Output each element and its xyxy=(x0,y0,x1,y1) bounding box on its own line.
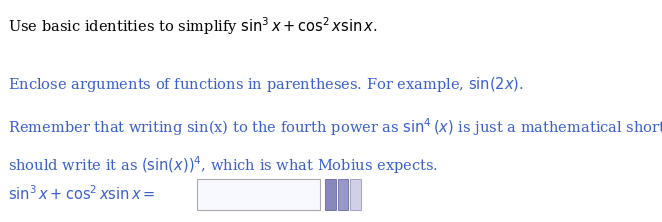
Text: Enclose arguments of functions in parentheses. For example, $\sin (2x)$.: Enclose arguments of functions in parent… xyxy=(8,75,524,95)
Text: Use basic identities to simplify $\sin^3 x + \cos^2 x \sin x$.: Use basic identities to simplify $\sin^3… xyxy=(8,16,378,37)
Text: Remember that writing sin(x) to the fourth power as $\sin^4 (x)$ is just a mathe: Remember that writing sin(x) to the four… xyxy=(8,117,662,138)
FancyBboxPatch shape xyxy=(325,179,336,210)
FancyBboxPatch shape xyxy=(338,179,348,210)
Text: $\sin^3 x + \cos^2 x \sin x =$: $\sin^3 x + \cos^2 x \sin x =$ xyxy=(8,184,155,203)
FancyBboxPatch shape xyxy=(350,179,361,210)
Text: should write it as $(\sin (x))^4$, which is what Mobius expects.: should write it as $(\sin (x))^4$, which… xyxy=(8,154,438,176)
FancyBboxPatch shape xyxy=(197,179,320,210)
